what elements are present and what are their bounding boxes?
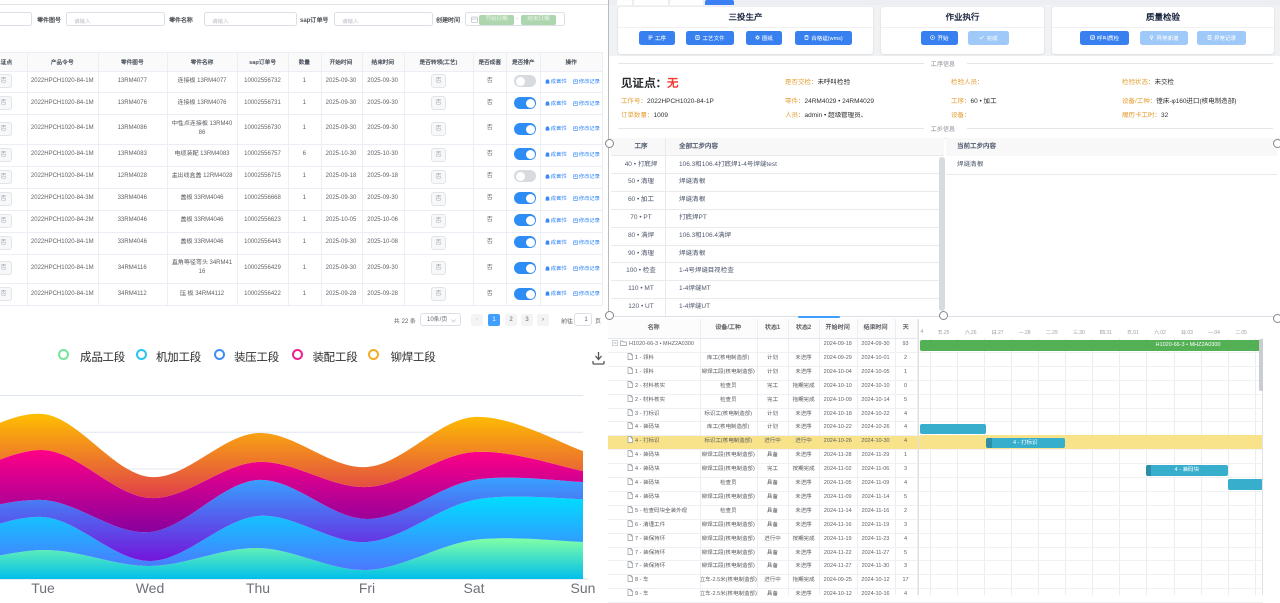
svg-text:Sat: Sat	[463, 580, 484, 595]
svg-text:Tue: Tue	[31, 580, 55, 595]
svg-text:Thu: Thu	[246, 580, 270, 595]
svg-text:Wed: Wed	[136, 580, 165, 595]
svg-text:Fri: Fri	[359, 580, 375, 595]
svg-text:Sun: Sun	[571, 580, 596, 595]
